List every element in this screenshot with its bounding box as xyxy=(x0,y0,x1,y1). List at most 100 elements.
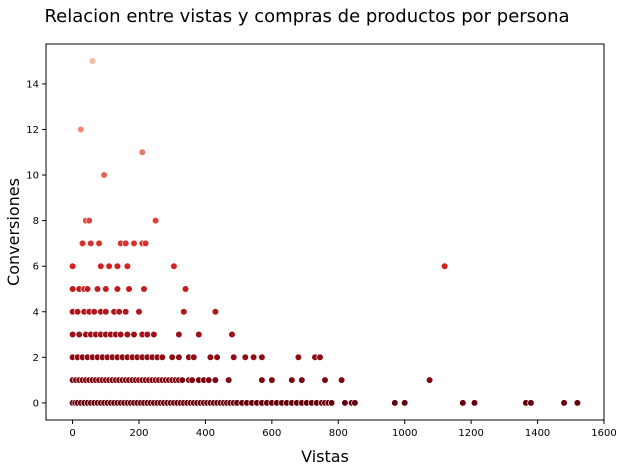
data-point xyxy=(321,376,329,384)
data-point xyxy=(83,285,92,293)
data-point xyxy=(140,285,148,293)
data-point xyxy=(190,353,198,361)
data-point xyxy=(241,353,249,361)
data-point xyxy=(78,239,87,247)
x-tick-label: 1600 xyxy=(591,428,616,439)
data-point xyxy=(122,308,130,316)
data-point xyxy=(73,308,82,316)
data-point xyxy=(117,330,125,339)
data-point xyxy=(125,285,133,293)
data-point xyxy=(560,399,568,407)
data-point xyxy=(230,353,238,361)
data-point xyxy=(338,376,346,384)
data-point xyxy=(77,125,85,134)
data-point xyxy=(426,376,434,384)
data-point xyxy=(213,353,221,361)
data-point xyxy=(75,330,83,339)
x-axis-label: Vistas xyxy=(301,447,349,466)
x-tick-label: 0 xyxy=(69,428,75,439)
data-point xyxy=(102,285,110,293)
data-point xyxy=(225,376,233,384)
data-point xyxy=(351,399,359,407)
data-point xyxy=(105,262,113,270)
data-point xyxy=(123,262,131,270)
y-tick-label: 2 xyxy=(33,353,39,364)
y-axis-label: Conversiones xyxy=(4,178,23,286)
data-point xyxy=(68,262,77,270)
data-point xyxy=(391,399,399,407)
data-point xyxy=(93,285,102,293)
y-tick-label: 4 xyxy=(33,307,39,318)
data-point xyxy=(573,399,582,407)
data-point xyxy=(288,376,296,384)
x-tick-label: 1000 xyxy=(392,428,417,439)
data-point xyxy=(130,330,138,339)
data-point xyxy=(85,217,93,225)
data-point xyxy=(205,376,213,384)
data-point xyxy=(68,285,77,293)
y-tick-label: 12 xyxy=(26,125,39,136)
points-layer xyxy=(68,57,582,407)
data-point xyxy=(175,330,183,339)
y-tick-label: 0 xyxy=(33,398,39,409)
x-tick-label: 600 xyxy=(262,428,281,439)
chart-title: Relacion entre vistas y compras de produ… xyxy=(44,6,569,27)
data-point xyxy=(258,376,266,384)
data-point xyxy=(195,330,203,339)
data-point xyxy=(268,376,276,384)
data-point xyxy=(102,308,110,316)
data-point xyxy=(152,217,160,225)
data-point xyxy=(341,399,349,407)
data-point xyxy=(68,330,77,339)
data-point xyxy=(211,308,219,316)
data-point xyxy=(178,376,186,384)
data-point xyxy=(123,330,131,339)
data-point xyxy=(316,353,324,361)
data-point xyxy=(459,399,467,407)
data-point xyxy=(90,308,98,316)
data-point xyxy=(150,330,158,339)
x-tick-label: 200 xyxy=(129,428,148,439)
data-point xyxy=(143,330,151,339)
data-point xyxy=(100,171,108,179)
data-point xyxy=(175,353,183,361)
x-tick-label: 1200 xyxy=(458,428,483,439)
data-point xyxy=(441,262,449,270)
x-tick-label: 1400 xyxy=(525,428,550,439)
data-point xyxy=(401,399,409,407)
data-point xyxy=(88,57,97,65)
y-tick-label: 14 xyxy=(26,79,39,90)
data-point xyxy=(95,239,103,247)
data-point xyxy=(180,308,188,316)
y-tick-label: 8 xyxy=(33,216,39,227)
data-point xyxy=(168,353,176,361)
data-point xyxy=(158,353,166,361)
data-point xyxy=(142,239,150,247)
data-point xyxy=(298,376,306,384)
plot-frame xyxy=(45,43,605,421)
data-point xyxy=(138,148,146,156)
data-point xyxy=(115,308,123,316)
ticks-layer: 0 200 400 600 800 1000 1200 1400 1600 0 2 4 6 8 10 12 14 xyxy=(26,79,616,439)
y-tick-label: 6 xyxy=(33,262,39,273)
data-point xyxy=(122,239,130,247)
x-tick-label: 400 xyxy=(196,428,215,439)
y-tick-label: 10 xyxy=(26,171,39,182)
data-point xyxy=(97,262,105,270)
data-point xyxy=(188,376,196,384)
data-point xyxy=(470,399,479,407)
data-point xyxy=(113,285,121,293)
data-point xyxy=(170,262,178,270)
data-point xyxy=(113,262,121,270)
data-point xyxy=(258,353,266,361)
data-point xyxy=(527,399,535,407)
x-tick-label: 800 xyxy=(329,428,348,439)
data-point xyxy=(228,330,236,339)
data-point xyxy=(211,376,219,384)
data-point xyxy=(206,353,214,361)
data-point xyxy=(87,239,95,247)
data-point xyxy=(250,353,258,361)
data-point xyxy=(135,308,143,316)
